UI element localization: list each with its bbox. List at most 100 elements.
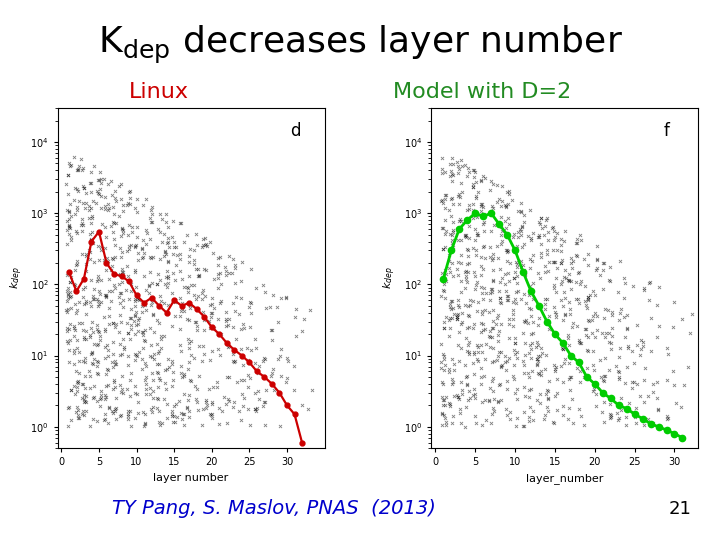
Point: [85, 301, 96, 310]
Point: [519, 270, 531, 279]
Point: [551, 374, 562, 383]
Point: [223, 252, 235, 260]
Point: [488, 407, 500, 415]
Point: [475, 200, 487, 208]
Point: [158, 299, 170, 307]
Point: [502, 269, 513, 278]
Point: [620, 279, 631, 287]
Point: [95, 393, 107, 402]
Point: [642, 415, 654, 423]
Point: [199, 291, 211, 300]
Point: [646, 314, 657, 322]
Point: [510, 339, 521, 348]
Point: [444, 303, 455, 312]
Point: [499, 352, 510, 360]
Point: [209, 324, 220, 333]
Point: [114, 194, 126, 203]
Point: [552, 229, 563, 238]
Point: [533, 369, 544, 378]
Point: [461, 275, 472, 284]
Point: [122, 272, 134, 280]
Point: [68, 322, 80, 330]
Point: [113, 327, 125, 336]
Point: [155, 210, 166, 218]
Point: [486, 410, 498, 418]
Point: [78, 394, 89, 403]
Point: [249, 405, 261, 414]
Point: [526, 312, 537, 320]
Point: [72, 165, 84, 173]
Point: [107, 218, 119, 226]
Point: [161, 218, 172, 226]
Point: [478, 226, 490, 235]
Point: [197, 286, 209, 294]
Point: [474, 270, 486, 279]
Point: [132, 398, 144, 407]
Point: [92, 327, 104, 335]
Point: [467, 205, 479, 214]
Point: [586, 315, 598, 324]
Point: [116, 248, 127, 256]
Point: [84, 297, 96, 306]
Point: [483, 395, 495, 404]
Point: [122, 407, 133, 416]
Point: [102, 341, 113, 349]
Point: [488, 357, 500, 366]
Point: [519, 350, 531, 359]
Point: [591, 326, 603, 334]
Point: [503, 292, 514, 300]
Point: [487, 204, 499, 212]
Point: [84, 248, 96, 256]
Point: [487, 266, 498, 275]
Point: [94, 395, 106, 403]
Point: [147, 309, 158, 318]
Point: [627, 408, 639, 416]
Point: [484, 288, 495, 297]
Point: [475, 176, 487, 184]
Point: [467, 359, 479, 368]
Point: [94, 167, 105, 176]
Point: [453, 357, 464, 366]
Point: [614, 308, 626, 317]
Point: [114, 271, 126, 280]
Point: [604, 414, 616, 423]
Point: [132, 232, 143, 241]
Point: [145, 267, 156, 276]
Point: [462, 372, 473, 380]
Point: [73, 376, 84, 385]
Point: [145, 340, 156, 349]
Point: [168, 242, 180, 251]
Point: [476, 397, 487, 406]
Point: [484, 342, 495, 351]
Point: [467, 297, 479, 306]
Point: [198, 349, 210, 358]
Point: [170, 418, 181, 427]
Point: [76, 318, 87, 327]
Point: [80, 407, 91, 416]
Point: [99, 204, 111, 213]
Point: [487, 275, 498, 284]
Point: [158, 230, 170, 238]
Point: [615, 393, 626, 402]
Point: [542, 267, 554, 275]
Point: [163, 256, 174, 265]
Point: [132, 320, 144, 329]
Point: [151, 359, 163, 368]
Point: [437, 380, 449, 388]
Point: [197, 421, 208, 430]
Point: [115, 318, 127, 326]
Point: [146, 218, 158, 226]
Point: [88, 382, 99, 390]
Point: [132, 295, 144, 303]
Point: [106, 176, 117, 185]
Point: [206, 414, 217, 422]
Point: [204, 356, 216, 364]
Point: [139, 337, 150, 346]
Point: [192, 398, 203, 407]
Point: [176, 303, 188, 312]
Point: [117, 268, 128, 276]
Point: [88, 197, 99, 206]
Point: [518, 317, 530, 326]
Point: [493, 194, 505, 203]
Point: [147, 298, 158, 306]
